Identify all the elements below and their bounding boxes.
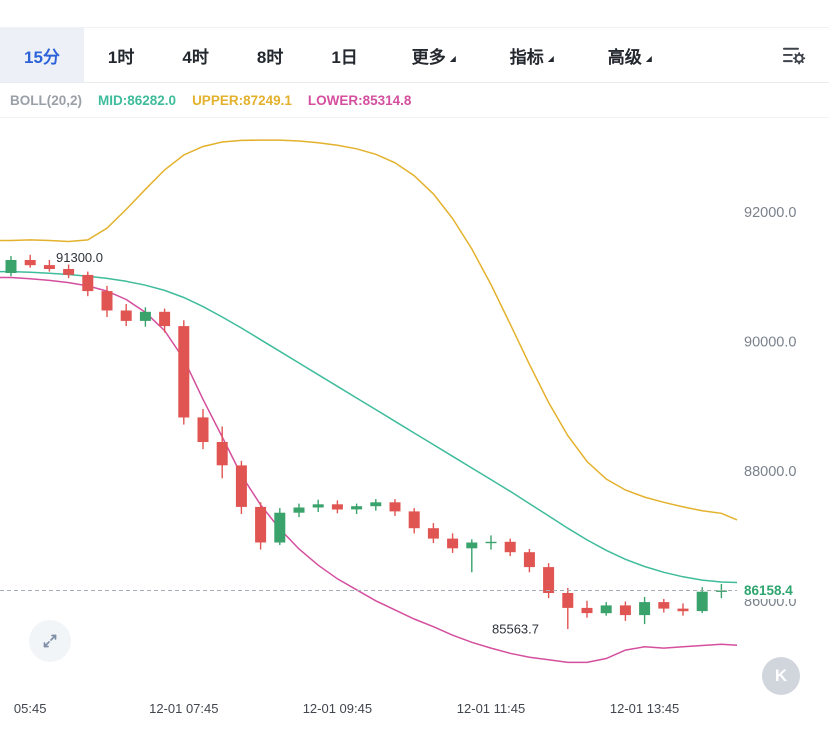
boll-legend: BOLL(20,2) MID:86282.0 UPPER:87249.1 LOW… (0, 83, 829, 117)
boll-indicator-name: BOLL(20,2) (10, 93, 83, 108)
fullscreen-button[interactable] (29, 620, 71, 662)
timeframe-tab-1d[interactable]: 1日 (307, 28, 381, 82)
expand-icon (43, 634, 57, 648)
more-menu-label: 更多 (411, 47, 446, 67)
exchange-logo: K (762, 657, 800, 695)
dropdown-caret-icon (645, 56, 652, 62)
timeframe-tab-4h[interactable]: 4时 (158, 28, 232, 82)
dropdown-caret-icon (449, 56, 456, 62)
timeframe-tab-15min[interactable]: 15分 (0, 28, 84, 82)
y-axis-label: 90000.0 (744, 335, 796, 351)
boll-upper-value: UPPER:87249.1 (192, 93, 292, 108)
boll-lower-value: LOWER:85314.8 (307, 93, 412, 108)
x-axis-label: 12-01 07:45 (149, 701, 218, 716)
price-annotation: 91300.0 (56, 250, 103, 265)
more-menu-button[interactable]: 更多 (388, 28, 480, 82)
boll-upper-band-line (0, 139, 738, 521)
x-axis-labels: 05:45 12-01 07:45 12-01 09:45 12-01 11:45 12… (14, 701, 679, 716)
dropdown-caret-icon (547, 56, 554, 62)
x-axis-label: 05:45 (14, 701, 47, 716)
price-annotation: 85563.7 (492, 622, 539, 637)
x-axis-label: 12-01 09:45 (303, 701, 372, 716)
boll-mid-value: MID:86282.0 (98, 93, 177, 108)
chart-toolbar: 15分 1时 4时 8时 1日 更多 指标 高级 (0, 27, 829, 83)
y-axis-label: 88000.0 (744, 464, 796, 480)
timeframe-tab-1h[interactable]: 1时 (84, 28, 158, 82)
candlestick-chart[interactable]: 92000.090000.088000.086000.091300.085563… (0, 117, 829, 728)
chart-area: 92000.0 90000.0 88000.0 86000.0 91300.0 85563… (0, 117, 829, 728)
indicators-menu-button[interactable]: 指标 (486, 28, 578, 82)
y-axis-label: 92000.0 (744, 205, 796, 221)
chart-settings-button[interactable] (774, 28, 813, 82)
candles (5, 254, 727, 630)
timeframe-tab-8h[interactable]: 8时 (233, 28, 307, 82)
boll-mid-band-line (0, 270, 738, 584)
boll-lower-band-line (0, 276, 738, 664)
advanced-menu-button[interactable]: 高级 (584, 28, 676, 82)
x-axis-label: 12-01 11:45 (457, 701, 525, 716)
last-price-label: 86158.4 (744, 583, 793, 598)
advanced-menu-label: 高级 (607, 47, 642, 67)
x-axis-label: 12-01 13:45 (610, 701, 679, 716)
chart-settings-icon (782, 47, 806, 64)
indicators-menu-label: 指标 (509, 47, 544, 67)
